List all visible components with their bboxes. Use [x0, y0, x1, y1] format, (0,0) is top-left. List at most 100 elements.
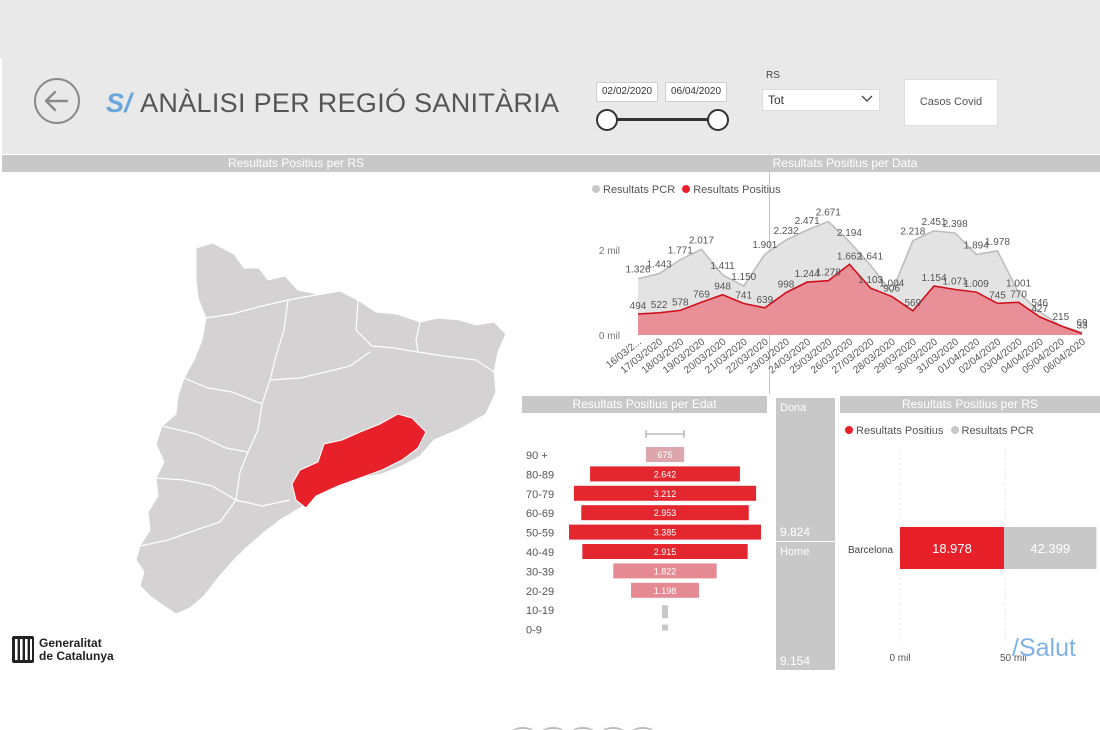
- data-label: 639: [757, 295, 774, 306]
- data-label: 675: [657, 450, 672, 460]
- data-label: 569: [905, 298, 922, 309]
- y-tick-label: 0-9: [526, 625, 542, 637]
- legend-positius-dot: [845, 426, 853, 434]
- date-chart-legend: Resultats PCR Resultats Positius: [592, 184, 781, 196]
- data-label: 1.662: [837, 251, 862, 262]
- data-label: 2.398: [943, 219, 968, 230]
- top-band: [0, 0, 1100, 58]
- data-label: 1.822: [654, 566, 677, 576]
- data-label: 769: [693, 289, 710, 300]
- rs-dropdown[interactable]: Tot: [762, 89, 880, 111]
- data-label: 578: [672, 297, 689, 308]
- legend-positius-label: Resultats Positius: [856, 425, 943, 437]
- data-label: 770: [1010, 289, 1027, 300]
- y-tick-label: 80-89: [526, 469, 554, 481]
- data-label: 522: [651, 300, 668, 311]
- x-tick-label: 0 mil: [889, 653, 910, 664]
- page-title: S/ANÀLISI PER REGIÓ SANITÀRIA: [106, 88, 559, 119]
- back-button[interactable]: [34, 78, 80, 124]
- data-label: 948: [714, 282, 731, 293]
- date-end-input[interactable]: 06/04/2020: [665, 82, 727, 102]
- data-label: 2.017: [689, 235, 714, 246]
- generalitat-logo: Generalitat de Catalunya: [12, 636, 122, 664]
- rs-section-header: Resultats Positius per RS: [840, 396, 1100, 413]
- data-label: 1.198: [654, 586, 677, 596]
- data-label: 494: [630, 301, 647, 312]
- map-region-catalonia[interactable]: [136, 243, 506, 614]
- gender-label: Home: [780, 546, 809, 558]
- date-section-header: Resultats Positius per Data: [590, 155, 1100, 172]
- data-label: 1.009: [964, 279, 989, 290]
- rs-selected-value: Tot: [768, 93, 784, 107]
- data-label: 906: [883, 283, 900, 294]
- gender-value: 9.824: [780, 525, 810, 539]
- gender-label: Dona: [780, 402, 806, 414]
- data-label: 745: [989, 290, 1006, 301]
- senyera-icon: [12, 636, 34, 663]
- rs-chart-legend: Resultats Positius Resultats PCR: [845, 425, 1034, 437]
- error-bar: [646, 430, 684, 438]
- casos-covid-button[interactable]: Casos Covid: [904, 79, 998, 126]
- y-tick-label: Barcelona: [848, 545, 893, 556]
- chevron-down-icon: [860, 92, 874, 106]
- salut-brand: /Salut: [1012, 634, 1076, 663]
- legend-pcr-label: Resultats PCR: [962, 425, 1034, 437]
- data-label: 1.278: [816, 268, 841, 279]
- data-label: 3.385: [654, 528, 677, 538]
- data-label: 998: [778, 280, 795, 291]
- data-label: 741: [735, 291, 752, 302]
- data-label: 1.771: [668, 246, 693, 257]
- data-label: 427: [1031, 304, 1048, 315]
- date-slider-start-handle[interactable]: [596, 109, 618, 131]
- y-tick-label: 40-49: [526, 547, 554, 559]
- age-section-header: Resultats Positius per Edat: [522, 396, 767, 413]
- catalonia-map[interactable]: [0, 172, 520, 652]
- legend-positius-dot: [682, 185, 690, 193]
- date-start-input[interactable]: 02/02/2020: [596, 82, 658, 102]
- title-text: ANÀLISI PER REGIÓ SANITÀRIA: [140, 88, 559, 118]
- y-tick-label: 10-19: [526, 605, 554, 617]
- data-label: 1.411: [710, 261, 735, 272]
- logo-line-2: de Catalunya: [39, 650, 114, 663]
- y-tick-label: 60-69: [526, 508, 554, 520]
- date-slider-end-handle[interactable]: [707, 109, 729, 131]
- data-label: 2.915: [654, 547, 677, 557]
- gender-column-dona[interactable]: Dona 9.824: [776, 398, 835, 541]
- data-label: 2.642: [654, 469, 677, 479]
- data-label: 2.953: [654, 508, 677, 518]
- data-label: 2.218: [900, 227, 925, 238]
- title-prefix: S/: [106, 88, 132, 118]
- gender-column-home[interactable]: Home 9.154: [776, 541, 835, 670]
- y-tick-label: 90 +: [526, 450, 548, 462]
- data-label: 18.978: [932, 541, 972, 556]
- data-label: 42.399: [1030, 541, 1070, 556]
- y-tick-label: 0 mil: [599, 331, 620, 342]
- data-label: 2.671: [816, 207, 841, 218]
- bar[interactable]: [662, 625, 668, 631]
- data-label: 1.443: [647, 260, 672, 271]
- y-tick-label: 30-39: [526, 566, 554, 578]
- data-label: 2.194: [837, 228, 862, 239]
- data-label: 1.150: [731, 272, 756, 283]
- data-label: 1.103: [858, 275, 883, 286]
- y-tick-label: 20-29: [526, 586, 554, 598]
- data-label: 2.232: [773, 226, 798, 237]
- rs-label: RS: [766, 70, 780, 81]
- date-slider-track[interactable]: [606, 118, 718, 121]
- data-label: 1.001: [1006, 278, 1031, 289]
- legend-positius-label: Resultats Positius: [693, 184, 780, 196]
- data-label: 3.212: [654, 489, 677, 499]
- report-page: S/ANÀLISI PER REGIÓ SANITÀRIA 02/02/2020…: [0, 0, 1100, 730]
- age-chart[interactable]: 90 + 675 80-89 2.642 70-79 3.212 60-69 2.953 50-…: [522, 414, 772, 660]
- legend-pcr-dot: [592, 185, 600, 193]
- page-navigation-dots[interactable]: [512, 724, 662, 730]
- legend-pcr-dot: [951, 426, 959, 434]
- legend-pcr-label: Resultats PCR: [603, 184, 675, 196]
- bar[interactable]: [662, 605, 668, 618]
- map-section-header: Resultats Positius per RS: [2, 155, 590, 172]
- y-tick-label: 50-59: [526, 528, 554, 540]
- gender-value: 9.154: [780, 654, 810, 668]
- data-label: 215: [1053, 312, 1070, 323]
- y-tick-label: 2 mil: [599, 246, 620, 257]
